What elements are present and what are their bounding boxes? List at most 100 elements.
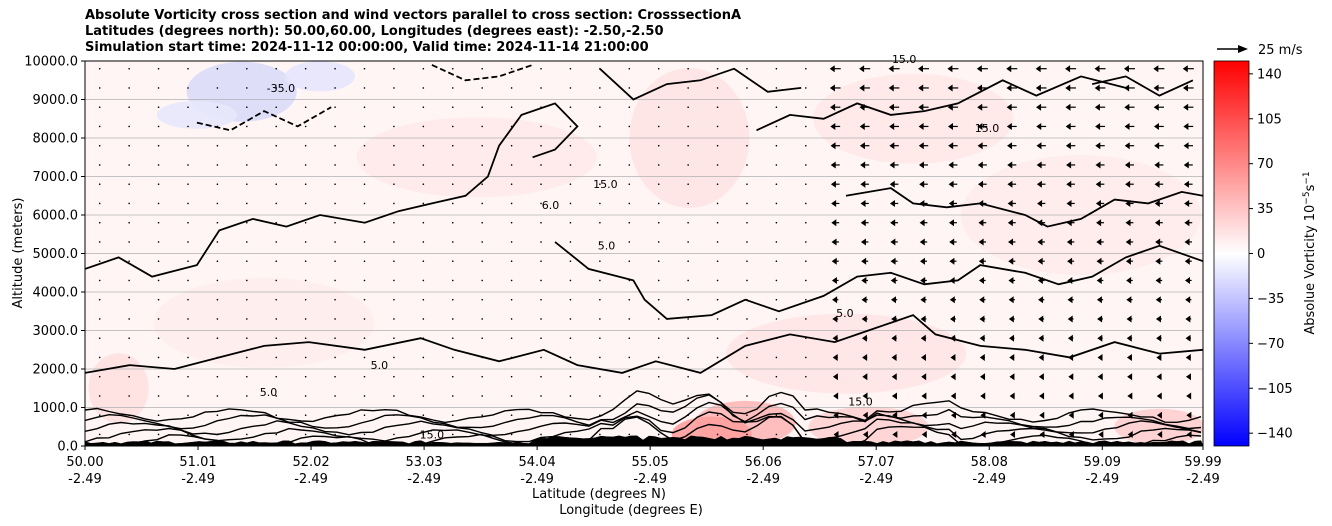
colorbar-tick-label-5: −35 bbox=[1257, 292, 1284, 307]
wind-vector-head-1007 bbox=[1183, 180, 1189, 188]
x-tick-lat-6: 56.06 bbox=[745, 455, 782, 470]
wind-vector-head-923 bbox=[1125, 219, 1131, 227]
wind-vector-head-917 bbox=[1126, 276, 1132, 284]
wind-vector-head-701 bbox=[980, 430, 986, 438]
wind-vector-118 bbox=[246, 87, 248, 89]
wind-vector-232 bbox=[422, 202, 425, 205]
wind-vector-133 bbox=[275, 183, 278, 185]
wind-vector-105 bbox=[246, 337, 248, 340]
wind-vector-head-887 bbox=[1095, 180, 1101, 188]
wind-vector-251 bbox=[451, 221, 454, 224]
wind-vector-head-613 bbox=[889, 122, 895, 130]
wind-vector-head-731 bbox=[977, 142, 983, 150]
wind-vector-head-689 bbox=[948, 161, 954, 169]
wind-vector-272 bbox=[481, 202, 483, 205]
wind-vector-191 bbox=[363, 221, 366, 224]
wind-vector-389 bbox=[657, 260, 660, 263]
wind-vector-head-867 bbox=[1097, 373, 1103, 381]
wind-vector-head-595 bbox=[890, 296, 896, 304]
wind-vector-259 bbox=[451, 67, 454, 70]
vorticity-patch-1 bbox=[156, 100, 237, 129]
wind-vector-282 bbox=[510, 395, 513, 397]
wind-vector-190 bbox=[363, 241, 366, 243]
wind-vector-451 bbox=[746, 221, 748, 224]
wind-vector-33 bbox=[128, 183, 130, 185]
wind-vector-80 bbox=[216, 433, 219, 436]
wind-vector-head-669 bbox=[950, 353, 956, 361]
wind-vector-126 bbox=[275, 318, 278, 320]
wind-vector-head-577 bbox=[859, 84, 865, 92]
wind-vector-37 bbox=[128, 106, 130, 108]
wind-vector-196 bbox=[363, 125, 366, 128]
wind-vector-40 bbox=[157, 433, 160, 436]
wind-vector-420 bbox=[716, 433, 719, 436]
x-axis-label-longitude: Longitude (degrees E) bbox=[559, 503, 703, 518]
wind-vector-head-601 bbox=[890, 238, 896, 246]
wind-vector-head-551 bbox=[861, 334, 867, 342]
wind-vector-129 bbox=[275, 260, 278, 263]
wind-vector-260 bbox=[481, 433, 483, 436]
wind-vector-363 bbox=[628, 375, 631, 378]
wind-vector-29 bbox=[128, 260, 130, 263]
wind-vector-head-959 bbox=[1155, 257, 1161, 265]
wind-vector-138 bbox=[275, 87, 278, 89]
title-line-3: Simulation start time: 2024-11-12 00:00:… bbox=[85, 40, 649, 55]
wind-vector-353 bbox=[599, 183, 601, 185]
wind-vector-head-525 bbox=[831, 199, 837, 207]
wind-vector-74 bbox=[187, 164, 189, 166]
contour-line-6 bbox=[1091, 75, 1194, 97]
wind-vector-385 bbox=[657, 337, 660, 340]
wind-vector-head-873 bbox=[1097, 315, 1103, 323]
wind-vector-head-715 bbox=[979, 296, 985, 304]
wind-vector-206 bbox=[393, 318, 395, 320]
wind-vector-head-947 bbox=[1156, 373, 1162, 381]
wind-vector-35 bbox=[128, 144, 130, 147]
wind-vector-450 bbox=[746, 241, 748, 243]
wind-vector-head-565 bbox=[860, 199, 866, 207]
wind-vector-352 bbox=[599, 202, 601, 205]
wind-vector-head-1009 bbox=[1183, 161, 1189, 169]
wind-vector-21 bbox=[128, 414, 130, 417]
wind-vector-311 bbox=[540, 221, 542, 224]
wind-vector-346 bbox=[599, 318, 601, 320]
contour-line-8 bbox=[431, 64, 533, 82]
wind-vector-313 bbox=[540, 183, 542, 185]
wind-vector-304 bbox=[540, 356, 542, 359]
x-tick-lat-0: 50.00 bbox=[66, 455, 103, 470]
wind-vector-head-893 bbox=[1095, 122, 1101, 130]
wind-vector-402 bbox=[687, 395, 689, 397]
wind-vector-274 bbox=[481, 164, 483, 166]
wind-vector-404 bbox=[687, 356, 689, 359]
wind-vector-435 bbox=[716, 144, 719, 147]
wind-vector-22 bbox=[128, 395, 130, 397]
wind-vector-351 bbox=[599, 221, 601, 224]
wind-vector-214 bbox=[393, 164, 395, 166]
wind-vector-head-627 bbox=[921, 373, 927, 381]
wind-vector-479 bbox=[775, 67, 778, 70]
wind-vector-281 bbox=[510, 414, 513, 417]
wind-vector-head-763 bbox=[1007, 219, 1013, 227]
wind-vector-head-703 bbox=[980, 411, 986, 419]
wind-vector-head-563 bbox=[860, 219, 866, 227]
wind-vector-179 bbox=[334, 67, 336, 70]
wind-vector-429 bbox=[716, 260, 719, 263]
wind-vector-head-991 bbox=[1185, 334, 1191, 342]
wind-vector-147 bbox=[304, 298, 307, 301]
wind-vector-head-587 bbox=[891, 373, 897, 381]
wind-vector-head-523 bbox=[831, 219, 837, 227]
contour-label-10: 15.0 bbox=[892, 53, 917, 66]
wind-vector-288 bbox=[510, 279, 513, 282]
title-line-2: Latitudes (degrees north): 50.00,60.00, … bbox=[85, 24, 664, 39]
wind-vector-head-781 bbox=[1039, 430, 1045, 438]
wind-vector-236 bbox=[422, 125, 425, 128]
wind-vector-146 bbox=[304, 318, 307, 320]
wind-vector-head-717 bbox=[979, 276, 985, 284]
wind-vector-76 bbox=[187, 125, 189, 128]
wind-vector-333 bbox=[569, 183, 572, 185]
wind-vector-head-823 bbox=[1068, 411, 1074, 419]
colorbar-ticks: 140 105 70 35 0 −35 −70 −105 −140 bbox=[1249, 67, 1293, 442]
wind-vector-248 bbox=[451, 279, 454, 282]
wind-vector-368 bbox=[628, 279, 631, 282]
wind-vector-9 bbox=[98, 260, 101, 263]
wind-vector-48 bbox=[157, 279, 160, 282]
